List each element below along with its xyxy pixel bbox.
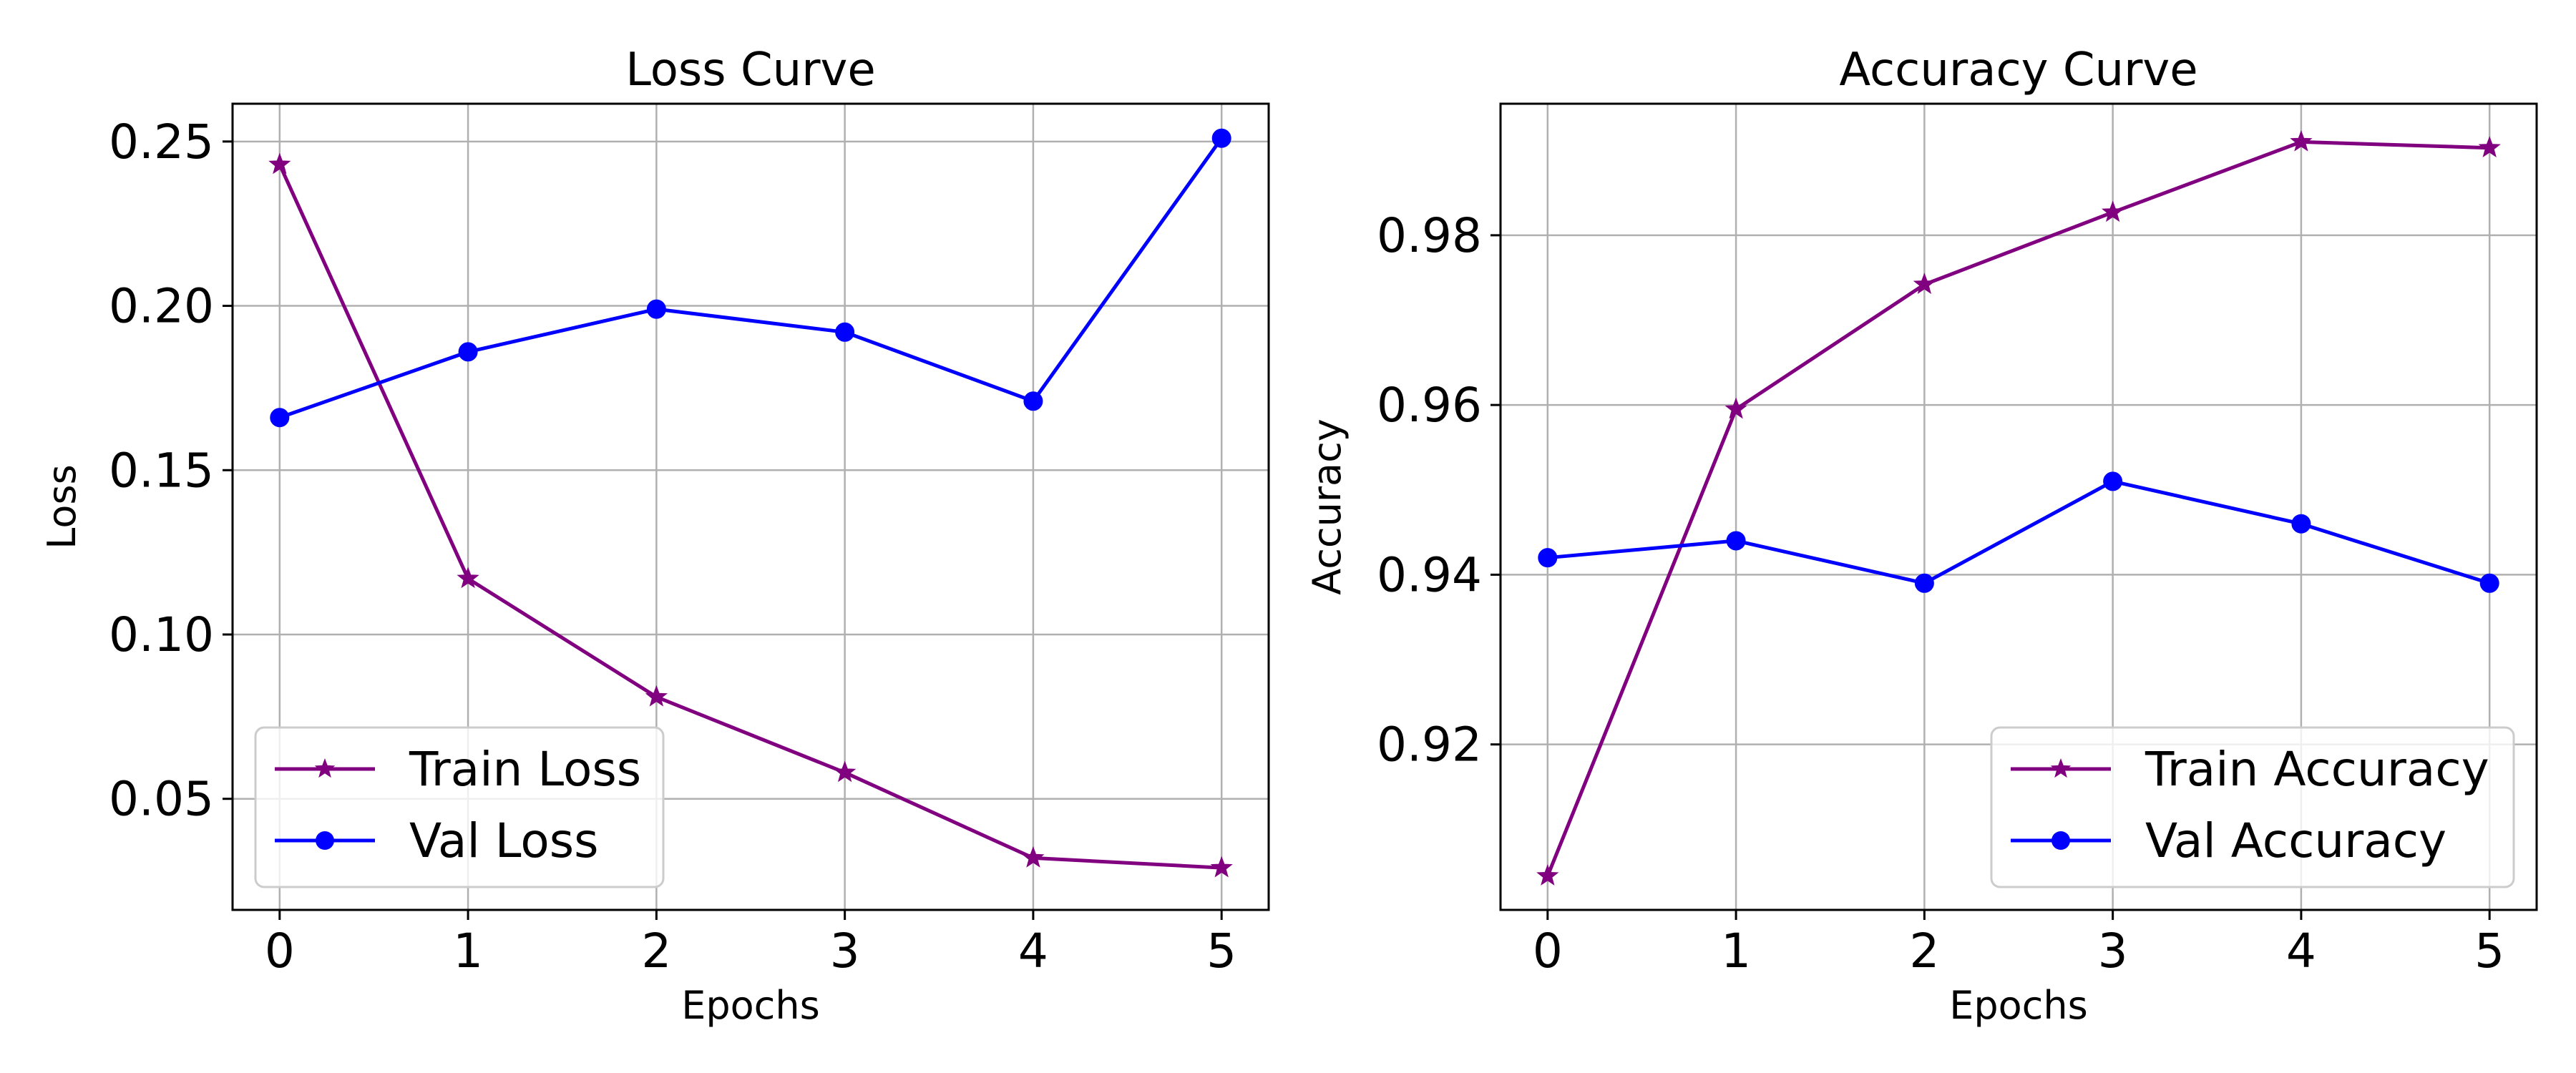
data-point-val-accuracy <box>1914 573 1934 593</box>
data-point-val-loss <box>835 322 855 342</box>
accuracy-chart-title: Accuracy Curve <box>1839 44 2197 97</box>
data-point-val-loss <box>1023 391 1043 411</box>
data-point-train-accuracy <box>1913 273 1936 294</box>
data-point-train-loss <box>268 152 291 175</box>
legend-marker-val-loss <box>316 831 334 850</box>
data-point-train-accuracy <box>2478 136 2501 157</box>
data-point-val-accuracy <box>2103 471 2123 491</box>
accuracy-y-tick-label: 0.98 <box>1377 208 1482 263</box>
loss-y-tick-label: 0.05 <box>109 772 214 827</box>
series-line-val-loss <box>278 137 1224 420</box>
loss-x-tick-label: 2 <box>641 923 671 979</box>
loss-chart-ticks: 0 1 2 3 4 5 0.05 0.10 0.15 0.20 0.25 <box>109 114 1236 979</box>
accuracy-chart-legend-box <box>1990 726 2515 888</box>
series-line-train-loss <box>278 163 1222 870</box>
loss-x-tick-label: 3 <box>830 923 860 979</box>
loss-x-tick-label: 1 <box>453 923 483 979</box>
accuracy-chart-y-axis-label: Accuracy <box>1304 418 1350 595</box>
loss-y-tick-label: 0.20 <box>109 279 214 334</box>
accuracy-x-tick-label: 1 <box>1721 923 1751 979</box>
series-line-val-accuracy <box>1547 479 2490 585</box>
legend-entry-val-loss: Val Loss <box>275 813 599 868</box>
data-point-train-loss <box>1022 846 1045 868</box>
data-point-val-accuracy <box>1726 531 1746 551</box>
loss-chart-y-axis-label: Loss <box>39 464 84 549</box>
accuracy-x-tick-label: 5 <box>2474 923 2504 979</box>
data-point-val-loss <box>1211 128 1231 148</box>
loss-y-tick-label: 0.10 <box>109 607 214 662</box>
accuracy-chart-x-axis-label: Epochs <box>1949 983 2087 1028</box>
legend-label-train-accuracy: Train Accuracy <box>2145 742 2489 797</box>
accuracy-x-tick-label: 2 <box>1909 923 1939 979</box>
loss-chart-series <box>268 128 1233 878</box>
accuracy-chart-series <box>1536 129 2501 886</box>
accuracy-x-tick-label: 0 <box>1533 923 1563 979</box>
data-point-val-loss <box>458 342 478 362</box>
data-point-train-loss <box>457 567 479 589</box>
data-point-val-accuracy <box>2479 573 2499 593</box>
accuracy-chart-ticks: 0 1 2 3 4 5 0.92 0.94 0.96 0.98 <box>1377 208 2504 979</box>
data-point-train-loss <box>1210 856 1233 878</box>
loss-chart-x-axis-label: Epochs <box>681 983 819 1028</box>
accuracy-x-tick-label: 3 <box>2098 923 2128 979</box>
series-line-train-accuracy <box>1546 139 2490 877</box>
accuracy-y-tick-label: 0.92 <box>1377 717 1482 773</box>
data-point-train-loss <box>645 685 668 707</box>
legend-marker-train-loss <box>314 758 336 778</box>
data-point-val-loss <box>270 408 290 428</box>
loss-x-tick-label: 0 <box>265 923 295 979</box>
legend-entry-train-accuracy: Train Accuracy <box>2011 742 2489 797</box>
loss-chart-legend: Train Loss Val Loss <box>254 726 665 888</box>
data-point-train-accuracy <box>2102 200 2124 222</box>
legend-label-val-loss: Val Loss <box>409 813 599 868</box>
loss-chart: 0 1 2 3 4 5 0.05 0.10 0.15 0.20 0.25 Loss Curve Ep… <box>39 44 1270 1028</box>
data-point-val-loss <box>646 299 666 319</box>
loss-chart-frame <box>231 102 1270 911</box>
data-point-train-accuracy <box>1536 864 1559 886</box>
data-point-val-accuracy <box>1538 548 1558 568</box>
accuracy-y-tick-label: 0.96 <box>1377 378 1482 433</box>
loss-chart-title: Loss Curve <box>625 44 876 97</box>
accuracy-chart: 0 1 2 3 4 5 0.92 0.94 0.96 0.98 Accuracy Curve Ep… <box>1304 44 2538 1028</box>
legend-entry-val-accuracy: Val Accuracy <box>2011 813 2446 868</box>
data-point-val-accuracy <box>2291 514 2311 534</box>
legend-label-val-accuracy: Val Accuracy <box>2145 813 2446 868</box>
accuracy-chart-legend: Train Accuracy Val Accuracy <box>1990 726 2515 888</box>
accuracy-chart-frame <box>1499 102 2538 911</box>
data-point-train-accuracy <box>2290 129 2313 152</box>
accuracy-y-tick-label: 0.94 <box>1377 547 1482 602</box>
loss-x-tick-label: 5 <box>1206 923 1236 979</box>
data-point-train-accuracy <box>1724 397 1747 419</box>
legend-label-train-loss: Train Loss <box>409 742 641 797</box>
loss-x-tick-label: 4 <box>1018 923 1048 979</box>
loss-y-tick-label: 0.15 <box>109 443 214 498</box>
legend-entry-train-loss: Train Loss <box>275 742 641 797</box>
legend-marker-val-accuracy <box>2051 831 2070 850</box>
accuracy-x-tick-label: 4 <box>2286 923 2316 979</box>
legend-marker-train-accuracy <box>2050 758 2072 778</box>
data-point-train-loss <box>834 760 857 783</box>
loss-y-tick-label: 0.25 <box>109 114 214 170</box>
